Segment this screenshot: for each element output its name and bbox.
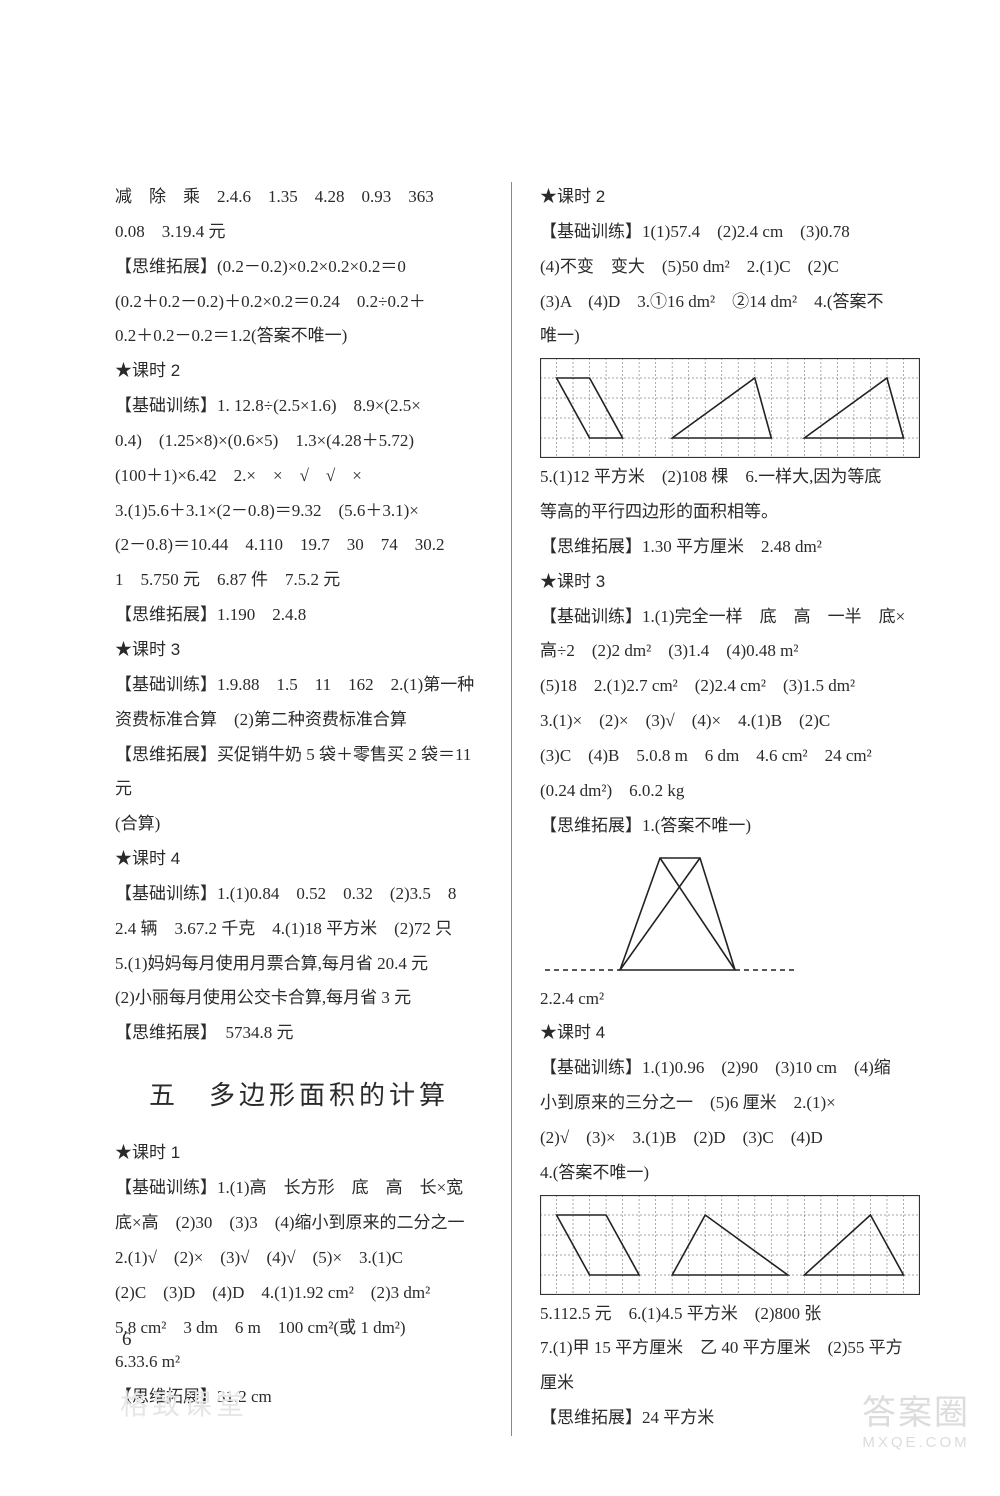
text-line: 0.4) (1.25×8)×(0.6×5) 1.3×(4.28＋5.72) [115,424,483,459]
text-line: (4)不变 变大 (5)50 dm² 2.(1)C (2)C [540,250,920,285]
text-line: 4.(答案不唯一) [540,1156,920,1191]
text-line: 【思维拓展】(0.2－0.2)×0.2×0.2×0.2＝0 [115,250,483,285]
triangle-figure [540,850,800,980]
text-line: 高÷2 (2)2 dm² (3)1.4 (4)0.48 m² [540,634,920,669]
watermark-logo: 答案圈 MXQE.COM [862,1385,970,1451]
text-line: 2.2.4 cm² [540,982,920,1017]
text-line: (0.2＋0.2－0.2)＋0.2×0.2＝0.24 0.2÷0.2＋ [115,285,483,320]
text-line: (2－0.8)＝10.44 4.110 19.7 30 74 30.2 [115,528,483,563]
text-line: 5.112.5 元 6.(1)4.5 平方米 (2)800 张 [540,1297,920,1332]
text-line: (2)小丽每月使用公交卡合算,每月省 3 元 [115,981,483,1016]
text-line: 3.(1)× (2)× (3)√ (4)× 4.(1)B (2)C [540,704,920,739]
page-number: 6 [122,1329,132,1351]
text-line: 1 5.750 元 6.87 件 7.5.2 元 [115,563,483,598]
text-line: 【基础训练】1.(1)完全一样 底 高 一半 底× [540,600,920,635]
text-line: 底×高 (2)30 (3)3 (4)缩小到原来的二分之一 [115,1206,483,1241]
lesson-heading: ★课时 2 [115,354,483,389]
text-line: 7.(1)甲 15 平方厘米 乙 40 平方厘米 (2)55 平方 [540,1331,920,1366]
text-line: 【基础训练】1. 12.8÷(2.5×1.6) 8.9×(2.5× [115,389,483,424]
text-line: (3)A (4)D 3.①16 dm² ②14 dm² 4.(答案不 [540,285,920,320]
text-line: 【思维拓展】1.190 2.4.8 [115,598,483,633]
text-line: 2.4 辆 3.67.2 千克 4.(1)18 平方米 (2)72 只 [115,912,483,947]
column-separator [511,182,512,1436]
text-line: 【基础训练】1.(1)0.96 (2)90 (3)10 cm (4)缩 [540,1051,920,1086]
text-line: 【基础训练】1.(1)高 长方形 底 高 长×宽 [115,1171,483,1206]
grid-figure-1 [540,358,920,458]
watermark-logo-title: 答案圈 [862,1385,970,1434]
text-line: 0.08 3.19.4 元 [115,215,483,250]
text-line: (100＋1)×6.42 2.× × √ √ × [115,459,483,494]
text-line: 【思维拓展】买促销牛奶 5 袋＋零售买 2 袋＝11 元 [115,738,483,808]
text-line: 【思维拓展】1.(答案不唯一) [540,809,920,844]
text-line: 资费标准合算 (2)第二种资费标准合算 [115,703,483,738]
lesson-heading: ★课时 4 [115,842,483,877]
watermark-text: 格致课堂 [120,1383,248,1423]
chapter-title: 五 多边形面积的计算 [115,1069,483,1122]
text-line: 等高的平行四边形的面积相等。 [540,495,920,530]
text-line: (合算) [115,807,483,842]
text-line: 【思维拓展】 5734.8 元 [115,1016,483,1051]
text-line: 【基础训练】1(1)57.4 (2)2.4 cm (3)0.78 [540,215,920,250]
lesson-heading: ★课时 2 [540,180,920,215]
text-line: 小到原来的三分之一 (5)6 厘米 2.(1)× [540,1086,920,1121]
text-line: 0.2＋0.2－0.2＝1.2(答案不唯一) [115,319,483,354]
text-line: 3.(1)5.6＋3.1×(2－0.8)＝9.32 (5.6＋3.1)× [115,494,483,529]
watermark-logo-url: MXQE.COM [862,1434,970,1451]
lesson-heading: ★课时 4 [540,1016,920,1051]
text-line: (2)C (3)D (4)D 4.(1)1.92 cm² (2)3 dm² [115,1276,483,1311]
lesson-heading: ★课时 3 [115,633,483,668]
text-line: (2)√ (3)× 3.(1)B (2)D (3)C (4)D [540,1121,920,1156]
text-line: 【基础训练】1.(1)0.84 0.52 0.32 (2)3.5 8 [115,877,483,912]
text-line: (5)18 2.(1)2.7 cm² (2)2.4 cm² (3)1.5 dm² [540,669,920,704]
text-line: 5.(1)妈妈每月使用月票合算,每月省 20.4 元 [115,947,483,982]
text-line: 2.(1)√ (2)× (3)√ (4)√ (5)× 3.(1)C [115,1241,483,1276]
text-line: (3)C (4)B 5.0.8 m 6 dm 4.6 cm² 24 cm² [540,739,920,774]
text-line: 【思维拓展】1.30 平方厘米 2.48 dm² [540,530,920,565]
lesson-heading: ★课时 3 [540,565,920,600]
text-line: 5.8 cm² 3 dm 6 m 100 cm²(或 1 dm²) [115,1311,483,1346]
text-line: (0.24 dm²) 6.0.2 kg [540,774,920,809]
right-column: ★课时 2 【基础训练】1(1)57.4 (2)2.4 cm (3)0.78 (… [540,180,920,1436]
text-line: 【基础训练】1.9.88 1.5 11 162 2.(1)第一种 [115,668,483,703]
text-line: 唯一) [540,319,920,354]
grid-figure-2 [540,1195,920,1295]
text-line: 5.(1)12 平方米 (2)108 棵 6.一样大,因为等底 [540,460,920,495]
text-line: 6.33.6 m² [115,1345,483,1380]
lesson-heading: ★课时 1 [115,1136,483,1171]
text-line: 减 除 乘 2.4.6 1.35 4.28 0.93 363 [115,180,483,215]
page-content: 减 除 乘 2.4.6 1.35 4.28 0.93 363 0.08 3.19… [0,0,1000,1496]
left-column: 减 除 乘 2.4.6 1.35 4.28 0.93 363 0.08 3.19… [115,180,483,1436]
